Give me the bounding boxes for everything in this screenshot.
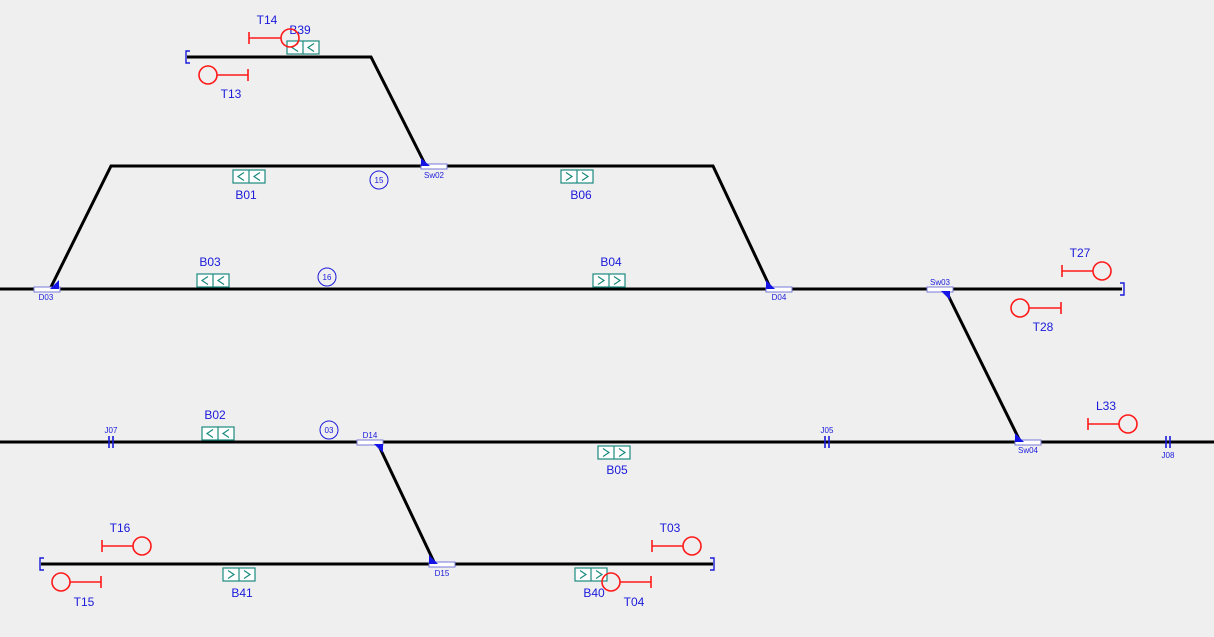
switch-label: D14: [363, 431, 378, 440]
signal-label-t04: T04: [624, 595, 645, 609]
track-crossover-sw03-sw04[interactable]: [944, 290, 1021, 440]
signal-label-t13: T13: [221, 87, 242, 101]
track-siding-b39[interactable]: [187, 55, 427, 165]
block-b06[interactable]: [560, 169, 594, 184]
marker-label: 15: [375, 176, 384, 185]
block-b03[interactable]: [196, 273, 230, 288]
switch-d14[interactable]: D14: [356, 431, 384, 453]
signal-label-t28: T28: [1033, 320, 1054, 334]
chevron-right-icon: [227, 570, 236, 579]
bumpers: [39, 50, 1125, 571]
switch-direction-icon: [429, 555, 438, 564]
switch-sw03[interactable]: Sw03: [926, 278, 954, 300]
joint-label: J08: [1162, 451, 1175, 460]
switch-d03[interactable]: D03: [33, 280, 61, 302]
chevron-right-icon: [581, 172, 590, 181]
block-b04[interactable]: [592, 273, 626, 288]
marker-03[interactable]: 03: [319, 420, 339, 440]
signal-t14[interactable]: [248, 28, 300, 48]
track-branch-d14-d15[interactable]: [377, 445, 436, 563]
block-b01[interactable]: [232, 169, 266, 184]
marker-label: 16: [323, 273, 332, 282]
joint-j05[interactable]: J05: [821, 426, 834, 448]
switch-direction-icon: [766, 280, 775, 289]
block-b41[interactable]: [222, 567, 256, 582]
marker-label: 03: [325, 426, 334, 435]
signal-t04[interactable]: [601, 572, 652, 592]
signal-t13[interactable]: [198, 65, 249, 85]
block-b05[interactable]: [597, 445, 631, 460]
block-b40[interactable]: [574, 567, 608, 582]
switch-label: D03: [39, 293, 54, 302]
block-b39[interactable]: [286, 40, 320, 55]
chevron-left-icon: [216, 276, 225, 285]
chevron-left-icon: [306, 43, 315, 52]
block-label-b01: B01: [235, 188, 257, 202]
chevron-right-icon: [597, 276, 606, 285]
switch-sw02[interactable]: Sw02: [420, 158, 448, 180]
switch-label: D15: [435, 569, 450, 578]
signal-t16[interactable]: [101, 536, 152, 556]
chevron-left-icon: [221, 429, 230, 438]
chevron-left-icon: [205, 429, 214, 438]
signal-label-t14: T14: [257, 13, 278, 27]
marker-16[interactable]: 16: [317, 267, 337, 287]
signal-label-l33: L33: [1096, 399, 1116, 413]
switch-d04[interactable]: D04: [765, 280, 793, 302]
switch-label: D04: [772, 293, 787, 302]
signal-label-t16: T16: [110, 521, 131, 535]
block-label-b41: B41: [231, 586, 253, 600]
block-label-b40: B40: [583, 586, 605, 600]
joint-j08[interactable]: J08: [1162, 436, 1175, 460]
signal-l33[interactable]: [1087, 414, 1138, 434]
block-label-b06: B06: [570, 188, 592, 202]
switch-label: Sw04: [1018, 446, 1039, 455]
chevron-right-icon: [595, 570, 604, 579]
chevron-right-icon: [243, 570, 252, 579]
chevron-right-icon: [579, 570, 588, 579]
bumper-b41-west: [39, 557, 44, 571]
block-label-b03: B03: [199, 255, 221, 269]
block-label-b02: B02: [204, 408, 226, 422]
chevron-left-icon: [200, 276, 209, 285]
signal-t03[interactable]: [651, 536, 702, 556]
switch-direction-icon: [1015, 433, 1024, 442]
switch-direction-icon: [374, 444, 383, 453]
switch-sw04[interactable]: Sw04: [1014, 433, 1042, 455]
signal-t15[interactable]: [51, 572, 102, 592]
switch-direction-icon: [50, 280, 59, 289]
chevron-right-icon: [602, 448, 611, 457]
block-label-b05: B05: [606, 463, 628, 477]
signal-label-t27: T27: [1070, 246, 1091, 260]
marker-15[interactable]: 15: [369, 170, 389, 190]
chevron-right-icon: [618, 448, 627, 457]
joint-j07[interactable]: J07: [105, 426, 118, 448]
switch-d15[interactable]: D15: [428, 555, 456, 578]
switch-direction-icon: [421, 158, 430, 166]
chevron-left-icon: [236, 172, 245, 181]
bumper-b39-west: [185, 50, 190, 64]
bumper-b40-east: [710, 557, 715, 571]
chevron-left-icon: [252, 172, 261, 181]
signal-t27[interactable]: [1061, 261, 1112, 281]
switch-label: Sw02: [424, 171, 445, 180]
chevron-right-icon: [565, 172, 574, 181]
chevron-right-icon: [613, 276, 622, 285]
signal-label-t03: T03: [660, 521, 681, 535]
switch-label: Sw03: [930, 278, 951, 287]
tracks: [0, 55, 1214, 566]
block-b02[interactable]: [201, 426, 235, 441]
block-label-b04: B04: [600, 255, 622, 269]
joint-label: J07: [105, 426, 118, 435]
signal-t28[interactable]: [1010, 298, 1062, 318]
track-loop-b01-b06[interactable]: [49, 164, 771, 288]
switch-direction-icon: [941, 291, 950, 300]
signal-label-t15: T15: [74, 595, 95, 609]
block-label-b39: B39: [289, 23, 311, 37]
bumper-main-east: [1120, 282, 1125, 296]
joint-label: J05: [821, 426, 834, 435]
